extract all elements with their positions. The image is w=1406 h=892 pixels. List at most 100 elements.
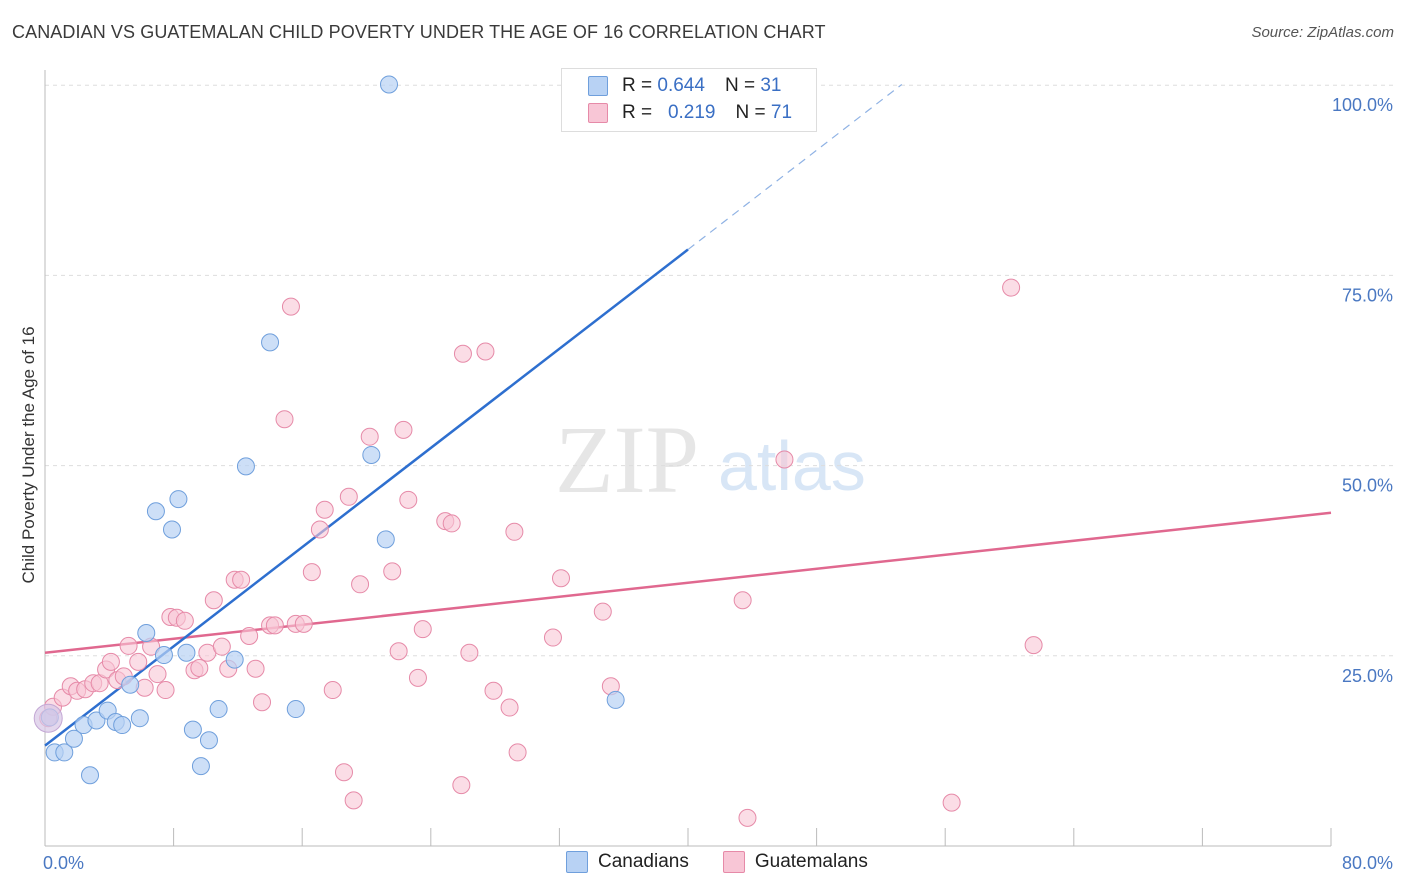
- guatemalans-point: [543, 628, 562, 647]
- guatemalans-point: [323, 681, 342, 700]
- canadians-trend-line: [44, 248, 689, 747]
- correlation-legend: R = 0.644 N = 31 R = 0.219 N = 71: [561, 68, 817, 132]
- guatemalans-point: [294, 614, 313, 633]
- guatemalans-point: [275, 410, 294, 429]
- guatemalans-point: [408, 668, 427, 687]
- canadians-point: [362, 445, 381, 464]
- x-tick-label: 0.0%: [43, 853, 84, 873]
- canadians-point: [146, 502, 165, 521]
- canadians-point: [137, 623, 156, 642]
- guatemalans-point: [129, 652, 148, 671]
- canadians-n-label: N =: [724, 75, 756, 96]
- guatemalans-point: [253, 693, 272, 712]
- guatemalans-point: [190, 658, 209, 677]
- canadians-point: [376, 530, 395, 549]
- canadians-point: [154, 646, 173, 665]
- guatemalans-point: [302, 563, 321, 582]
- x-tick-labels: 0.0% 80.0%: [43, 853, 1393, 873]
- guatemalans-trend-line: [44, 511, 1332, 655]
- canadians-point: [191, 757, 210, 776]
- guatemalans-n-label: N =: [735, 102, 766, 123]
- source-credit: Source: ZipAtlas.com: [1251, 24, 1394, 41]
- guatemalans-point: [733, 591, 752, 610]
- guatemalans-point: [442, 514, 461, 533]
- guatemalans-legend-swatch: [722, 851, 745, 873]
- guatemalans-point: [351, 575, 370, 594]
- legend-row-canadians: R = 0.644 N = 31: [588, 74, 781, 98]
- canadians-point: [162, 520, 181, 539]
- guatemalans-point: [212, 637, 231, 656]
- canadians-point: [177, 643, 196, 662]
- canadians-point: [81, 766, 100, 785]
- guatemalans-points: [39, 278, 1043, 827]
- guatemalans-point: [156, 681, 175, 700]
- canadians-point: [55, 743, 74, 762]
- legend-item-canadians[interactable]: Canadians: [566, 851, 689, 873]
- canadians-points: [33, 75, 696, 785]
- y-axis-label: Child Poverty Under the Age of 16: [19, 326, 38, 583]
- canadians-legend-swatch: [566, 851, 588, 873]
- guatemalans-point: [500, 698, 519, 717]
- y-tick-labels: 25.0% 50.0% 75.0% 100.0%: [1332, 95, 1393, 686]
- canadians-swatch: [588, 76, 608, 96]
- guatemalans-point: [265, 616, 284, 635]
- guatemalans-point: [101, 652, 120, 671]
- guatemalans-point: [281, 297, 300, 316]
- canadians-trend-extension: [687, 83, 903, 251]
- guatemalans-point: [175, 611, 194, 630]
- guatemalans-point: [204, 591, 223, 610]
- canadians-n-value: 31: [760, 75, 782, 96]
- canadians-point: [286, 700, 305, 719]
- guatemalans-point: [310, 520, 329, 539]
- guatemalans-point: [460, 643, 479, 662]
- guatemalans-point: [508, 743, 527, 762]
- y-tick-label: 75.0%: [1342, 285, 1393, 305]
- guatemalans-point: [383, 562, 402, 581]
- guatemalans-n-value: 71: [770, 102, 793, 123]
- guatemalans-point: [942, 793, 961, 812]
- legend-row-guatemalans: R = 0.219 N = 71: [588, 101, 792, 125]
- guatemalans-point: [1002, 278, 1021, 297]
- guatemalans-point: [413, 620, 432, 639]
- canadians-legend-label: Canadians: [598, 851, 689, 872]
- guatemalans-point: [505, 522, 524, 541]
- guatemalans-point: [775, 450, 794, 469]
- guatemalans-point: [476, 342, 495, 361]
- guatemalans-point: [344, 791, 363, 810]
- canadians-point: [261, 333, 280, 352]
- guatemalans-point: [119, 636, 138, 655]
- guatemalans-point: [593, 602, 612, 621]
- guatemalans-point: [232, 570, 251, 589]
- canadians-point: [236, 457, 255, 476]
- guatemalans-r-label: R =: [622, 102, 653, 123]
- legend-item-guatemalans[interactable]: Guatemalans: [722, 851, 868, 873]
- guatemalans-point: [246, 659, 265, 678]
- guatemalans-point: [552, 569, 571, 588]
- y-tick-label: 25.0%: [1342, 666, 1393, 686]
- x-tick-label: 80.0%: [1342, 853, 1393, 873]
- canadians-point: [183, 720, 202, 739]
- guatemalans-point: [394, 420, 413, 439]
- guatemalans-point: [484, 681, 503, 700]
- canadians-point: [130, 709, 149, 728]
- canadians-r-label: R =: [622, 75, 653, 96]
- guatemalans-point: [738, 808, 757, 827]
- watermark-zip: ZIP: [555, 406, 699, 513]
- canadians-point: [225, 650, 244, 669]
- canadians-point: [121, 675, 140, 694]
- canadians-r-value: 0.644: [657, 75, 705, 96]
- canadians-point: [199, 731, 218, 750]
- canadians-point: [169, 490, 188, 509]
- guatemalans-point: [453, 344, 472, 363]
- guatemalans-point: [339, 487, 358, 506]
- guatemalans-point: [1024, 636, 1043, 655]
- y-tick-label: 100.0%: [1332, 95, 1393, 115]
- series-legend: Canadians Guatemalans: [566, 851, 902, 873]
- guatemalans-swatch: [588, 103, 608, 123]
- canadians-point: [113, 716, 132, 735]
- guatemalans-point: [334, 763, 353, 782]
- gridlines: [45, 84, 1395, 657]
- trend-lines: [44, 83, 1332, 747]
- canadians-point: [209, 700, 228, 719]
